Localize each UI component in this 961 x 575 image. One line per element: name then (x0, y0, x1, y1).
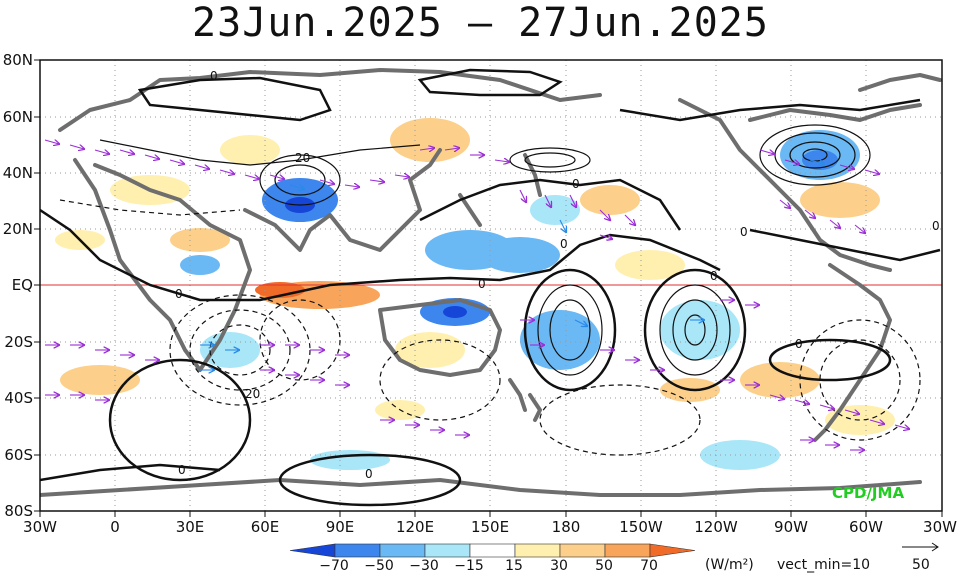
units-label: (W/m²) (705, 557, 754, 573)
contour-label: 0 (178, 463, 186, 477)
vect-min-label: vect_min=10 (777, 557, 870, 573)
lon-label: 150E (471, 518, 509, 536)
colorbar-segment (649, 543, 696, 558)
contour-label: 0 (740, 225, 748, 239)
lon-label: 60W (849, 518, 883, 536)
colorbar-segment (514, 543, 561, 558)
colorbar-tick: −30 (409, 558, 439, 574)
anomaly-patch (660, 300, 740, 360)
colorbar-segment (379, 543, 426, 558)
anomaly-patch (395, 332, 465, 368)
colorbar-tick: −15 (454, 558, 484, 574)
flux-vectors-strong (200, 160, 824, 370)
colorbar-tick: 15 (505, 558, 523, 574)
lat-label: 40N (3, 164, 33, 182)
contour-label: 0 (572, 177, 580, 191)
anomaly-patch (443, 306, 467, 318)
colorbar-tick: 70 (640, 558, 658, 574)
anomaly-patch (480, 237, 560, 273)
colorbar-segment (559, 543, 606, 558)
lat-label: 20N (3, 220, 33, 238)
colorbar-tick: −70 (319, 558, 349, 574)
anomaly-patch (220, 135, 280, 165)
lon-label: 90W (774, 518, 808, 536)
lat-label: 80N (3, 51, 33, 69)
colorbar-segment (424, 543, 471, 558)
lon-label: 180 (552, 518, 581, 536)
reference-vector-arrow (902, 542, 939, 552)
coastlines (40, 68, 942, 497)
lon-label: 120E (396, 518, 434, 536)
lat-label: 60S (4, 446, 33, 464)
lon-label: 30E (176, 518, 205, 536)
contour-label: 20 (245, 387, 260, 401)
lat-label: 80S (4, 502, 33, 520)
contour-label: 20 (295, 151, 310, 165)
anomaly-patch (520, 310, 600, 370)
colorbar-tick: −50 (364, 558, 394, 574)
lon-label: 30W (23, 518, 57, 536)
lon-labels: 30W 0 30E 60E 90E 120E 150E 180 150W 120… (23, 518, 957, 536)
lon-label: 150W (619, 518, 663, 536)
anomaly-patch (740, 362, 820, 398)
contour-labels: 0 0 20 0 0 0 0 0 0 20 0 0 0 (175, 69, 940, 481)
anomaly-patch (180, 255, 220, 275)
shading-layer (55, 118, 895, 470)
contour-label: 0 (210, 69, 218, 83)
anomaly-patch (825, 405, 895, 435)
contour-label: 0 (560, 237, 568, 251)
lon-label: 0 (110, 518, 120, 536)
colorbar-tick: 30 (550, 558, 568, 574)
colorbar-tick: 50 (595, 558, 613, 574)
map-body: 0 0 20 0 0 0 0 0 0 20 0 0 0 CPD/JMA (40, 60, 942, 511)
anomaly-patch (530, 195, 580, 225)
watermark: CPD/JMA (832, 484, 904, 502)
lon-label: 120W (694, 518, 738, 536)
anomaly-patch (580, 185, 640, 215)
colorbar (289, 543, 696, 558)
contour-label: 0 (932, 219, 940, 233)
map-title: 23Jun.2025 – 27Jun.2025 (192, 0, 769, 46)
anomaly-patch (170, 228, 230, 252)
anomaly-patch (615, 250, 685, 280)
contour-label: 0 (710, 269, 718, 283)
flux-vectors (44, 140, 909, 450)
contours (40, 68, 941, 507)
tick-marks (34, 59, 943, 517)
lat-labels: 80N 60N 40N 20N EQ 20S 40S 60S 80S (3, 51, 33, 520)
lat-label: 40S (4, 389, 33, 407)
colorbar-segment (469, 543, 516, 558)
lon-label: 30W (923, 518, 957, 536)
colorbar-ticks: −70 −50 −30 −15 15 30 50 70 (319, 558, 658, 574)
lon-label: 90E (326, 518, 355, 536)
lat-label: 20S (4, 333, 33, 351)
colorbar-segment (334, 543, 381, 558)
anomaly-patch (800, 182, 880, 218)
reference-vector-label: 50 (912, 557, 930, 573)
contour-label: 0 (478, 277, 486, 291)
lon-label: 60E (251, 518, 280, 536)
lat-label: EQ (12, 276, 33, 294)
contour-label: 0 (175, 287, 183, 301)
contour-label: 0 (795, 337, 803, 351)
contour-label: 0 (365, 467, 373, 481)
colorbar-segment (289, 543, 336, 558)
anomaly-patch (390, 118, 470, 162)
lat-label: 60N (3, 108, 33, 126)
colorbar-segment (604, 543, 651, 558)
